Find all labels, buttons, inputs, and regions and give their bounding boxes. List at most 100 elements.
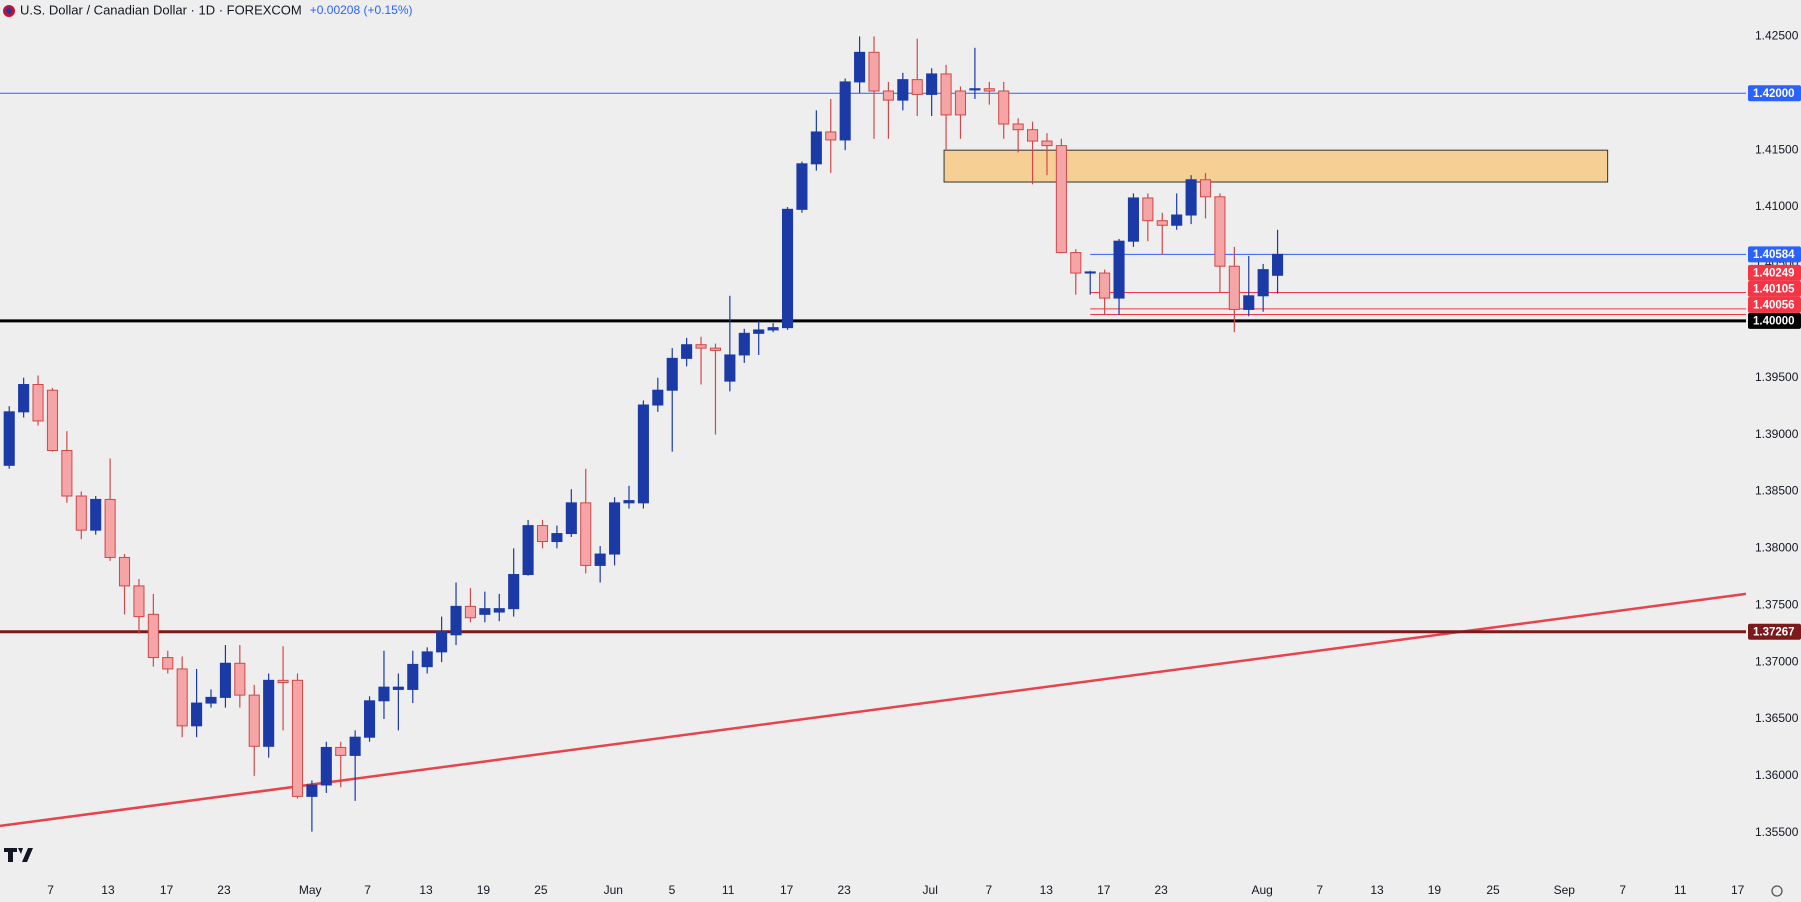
candle-body xyxy=(882,90,894,101)
candle-body xyxy=(1127,197,1139,242)
candle-body xyxy=(695,344,707,349)
x-tick-label: 7 xyxy=(47,883,54,897)
candle-body xyxy=(1257,269,1269,297)
candle-body xyxy=(349,736,361,756)
layer-back xyxy=(0,92,1747,828)
y-tick-label: 1.35500 xyxy=(1755,825,1799,839)
y-tick-label: 1.41500 xyxy=(1755,142,1799,156)
candle-body xyxy=(234,662,246,696)
candle-body xyxy=(536,525,549,543)
candle-body xyxy=(637,404,649,504)
x-tick-label: 13 xyxy=(101,883,115,897)
candle-body xyxy=(623,500,635,504)
y-tick-label: 1.41000 xyxy=(1755,199,1799,213)
candle-body xyxy=(436,630,448,653)
candle-body xyxy=(421,651,433,668)
candle-body xyxy=(46,389,59,452)
candle-body xyxy=(90,498,102,531)
candle-body xyxy=(1113,240,1125,299)
logo xyxy=(4,848,33,862)
candle-body xyxy=(969,88,981,91)
candle-body xyxy=(464,605,476,619)
x-tick-label: 7 xyxy=(1619,883,1626,897)
candle-body xyxy=(118,556,131,587)
candle-body xyxy=(335,746,347,756)
candle-body xyxy=(1156,220,1168,226)
candle-body xyxy=(364,700,376,738)
candle-body xyxy=(320,746,332,786)
price-label: 1.40056 xyxy=(1753,299,1795,311)
x-tick-label: 17 xyxy=(1731,883,1745,897)
candle-body xyxy=(1214,196,1226,267)
candle-body xyxy=(479,608,491,615)
x-tick-label: Jun xyxy=(604,883,623,897)
candle-body xyxy=(652,389,664,406)
x-tick-label: 25 xyxy=(1486,883,1500,897)
candle-body xyxy=(392,686,404,690)
price-label-box xyxy=(1748,312,1801,329)
candle-body xyxy=(810,131,822,165)
x-tick-label: Jul xyxy=(923,883,938,897)
resistance-zone xyxy=(943,149,1609,183)
x-tick-label: 7 xyxy=(1316,883,1323,897)
x-tick-label: Aug xyxy=(1251,883,1272,897)
candle-body xyxy=(666,357,678,391)
candle-body xyxy=(1084,271,1096,274)
candle-body xyxy=(1272,253,1284,276)
candle-body xyxy=(306,784,318,797)
candle-body xyxy=(926,73,938,95)
candle-body xyxy=(32,384,44,422)
settings-icon[interactable] xyxy=(1771,885,1783,897)
candle-body xyxy=(1070,252,1082,274)
candle-body xyxy=(753,329,765,334)
chart-title: U.S. Dollar / Canadian Dollar · 1D · FOR… xyxy=(20,2,302,17)
candle-body xyxy=(767,327,779,331)
y-tick-label: 1.37000 xyxy=(1755,654,1799,668)
candle-body xyxy=(796,163,808,210)
price-label: 1.37267 xyxy=(1753,626,1795,638)
candle-body xyxy=(176,668,188,727)
y-tick-label: 1.39000 xyxy=(1755,427,1799,441)
x-tick-label: 19 xyxy=(477,883,491,897)
candle-body xyxy=(1055,145,1067,254)
candle-body xyxy=(1243,295,1255,310)
candle-body xyxy=(565,502,577,535)
price-label-box xyxy=(1748,296,1801,313)
candle-body xyxy=(522,525,534,576)
x-tick-label: 13 xyxy=(419,883,433,897)
candle-body xyxy=(191,702,203,727)
price-label: 1.40000 xyxy=(1753,315,1795,327)
candle-body xyxy=(1012,123,1024,131)
x-tick-label: May xyxy=(299,883,322,897)
x-tick-label: 11 xyxy=(1674,883,1687,897)
candle-body xyxy=(983,88,995,92)
x-tick-label: 23 xyxy=(837,883,851,897)
x-tick-label: 17 xyxy=(1097,883,1111,897)
candle-body xyxy=(450,605,462,636)
candle-body xyxy=(825,131,837,141)
candle-body xyxy=(839,81,851,141)
candle-body xyxy=(147,613,159,659)
x-tick-label: 11 xyxy=(722,883,735,897)
candle-body xyxy=(709,347,722,351)
x-tick-label: 13 xyxy=(1370,883,1384,897)
x-tick-label: 23 xyxy=(217,883,231,897)
candle-body xyxy=(1185,179,1197,216)
candle-body xyxy=(681,344,693,359)
candle-body xyxy=(868,51,880,92)
candle-body xyxy=(911,79,923,95)
price-label-box xyxy=(1748,280,1801,297)
price-label: 1.42000 xyxy=(1753,88,1795,100)
candle-body xyxy=(854,51,866,83)
candle-body xyxy=(897,79,909,101)
x-tick-label: 23 xyxy=(1154,883,1168,897)
candle-body xyxy=(133,585,145,618)
candle-body xyxy=(1228,265,1240,310)
candle-body xyxy=(3,411,15,466)
candle-body xyxy=(609,502,621,555)
candle-body xyxy=(954,90,967,116)
candle-body xyxy=(205,696,217,704)
price-label-box xyxy=(1748,85,1801,102)
